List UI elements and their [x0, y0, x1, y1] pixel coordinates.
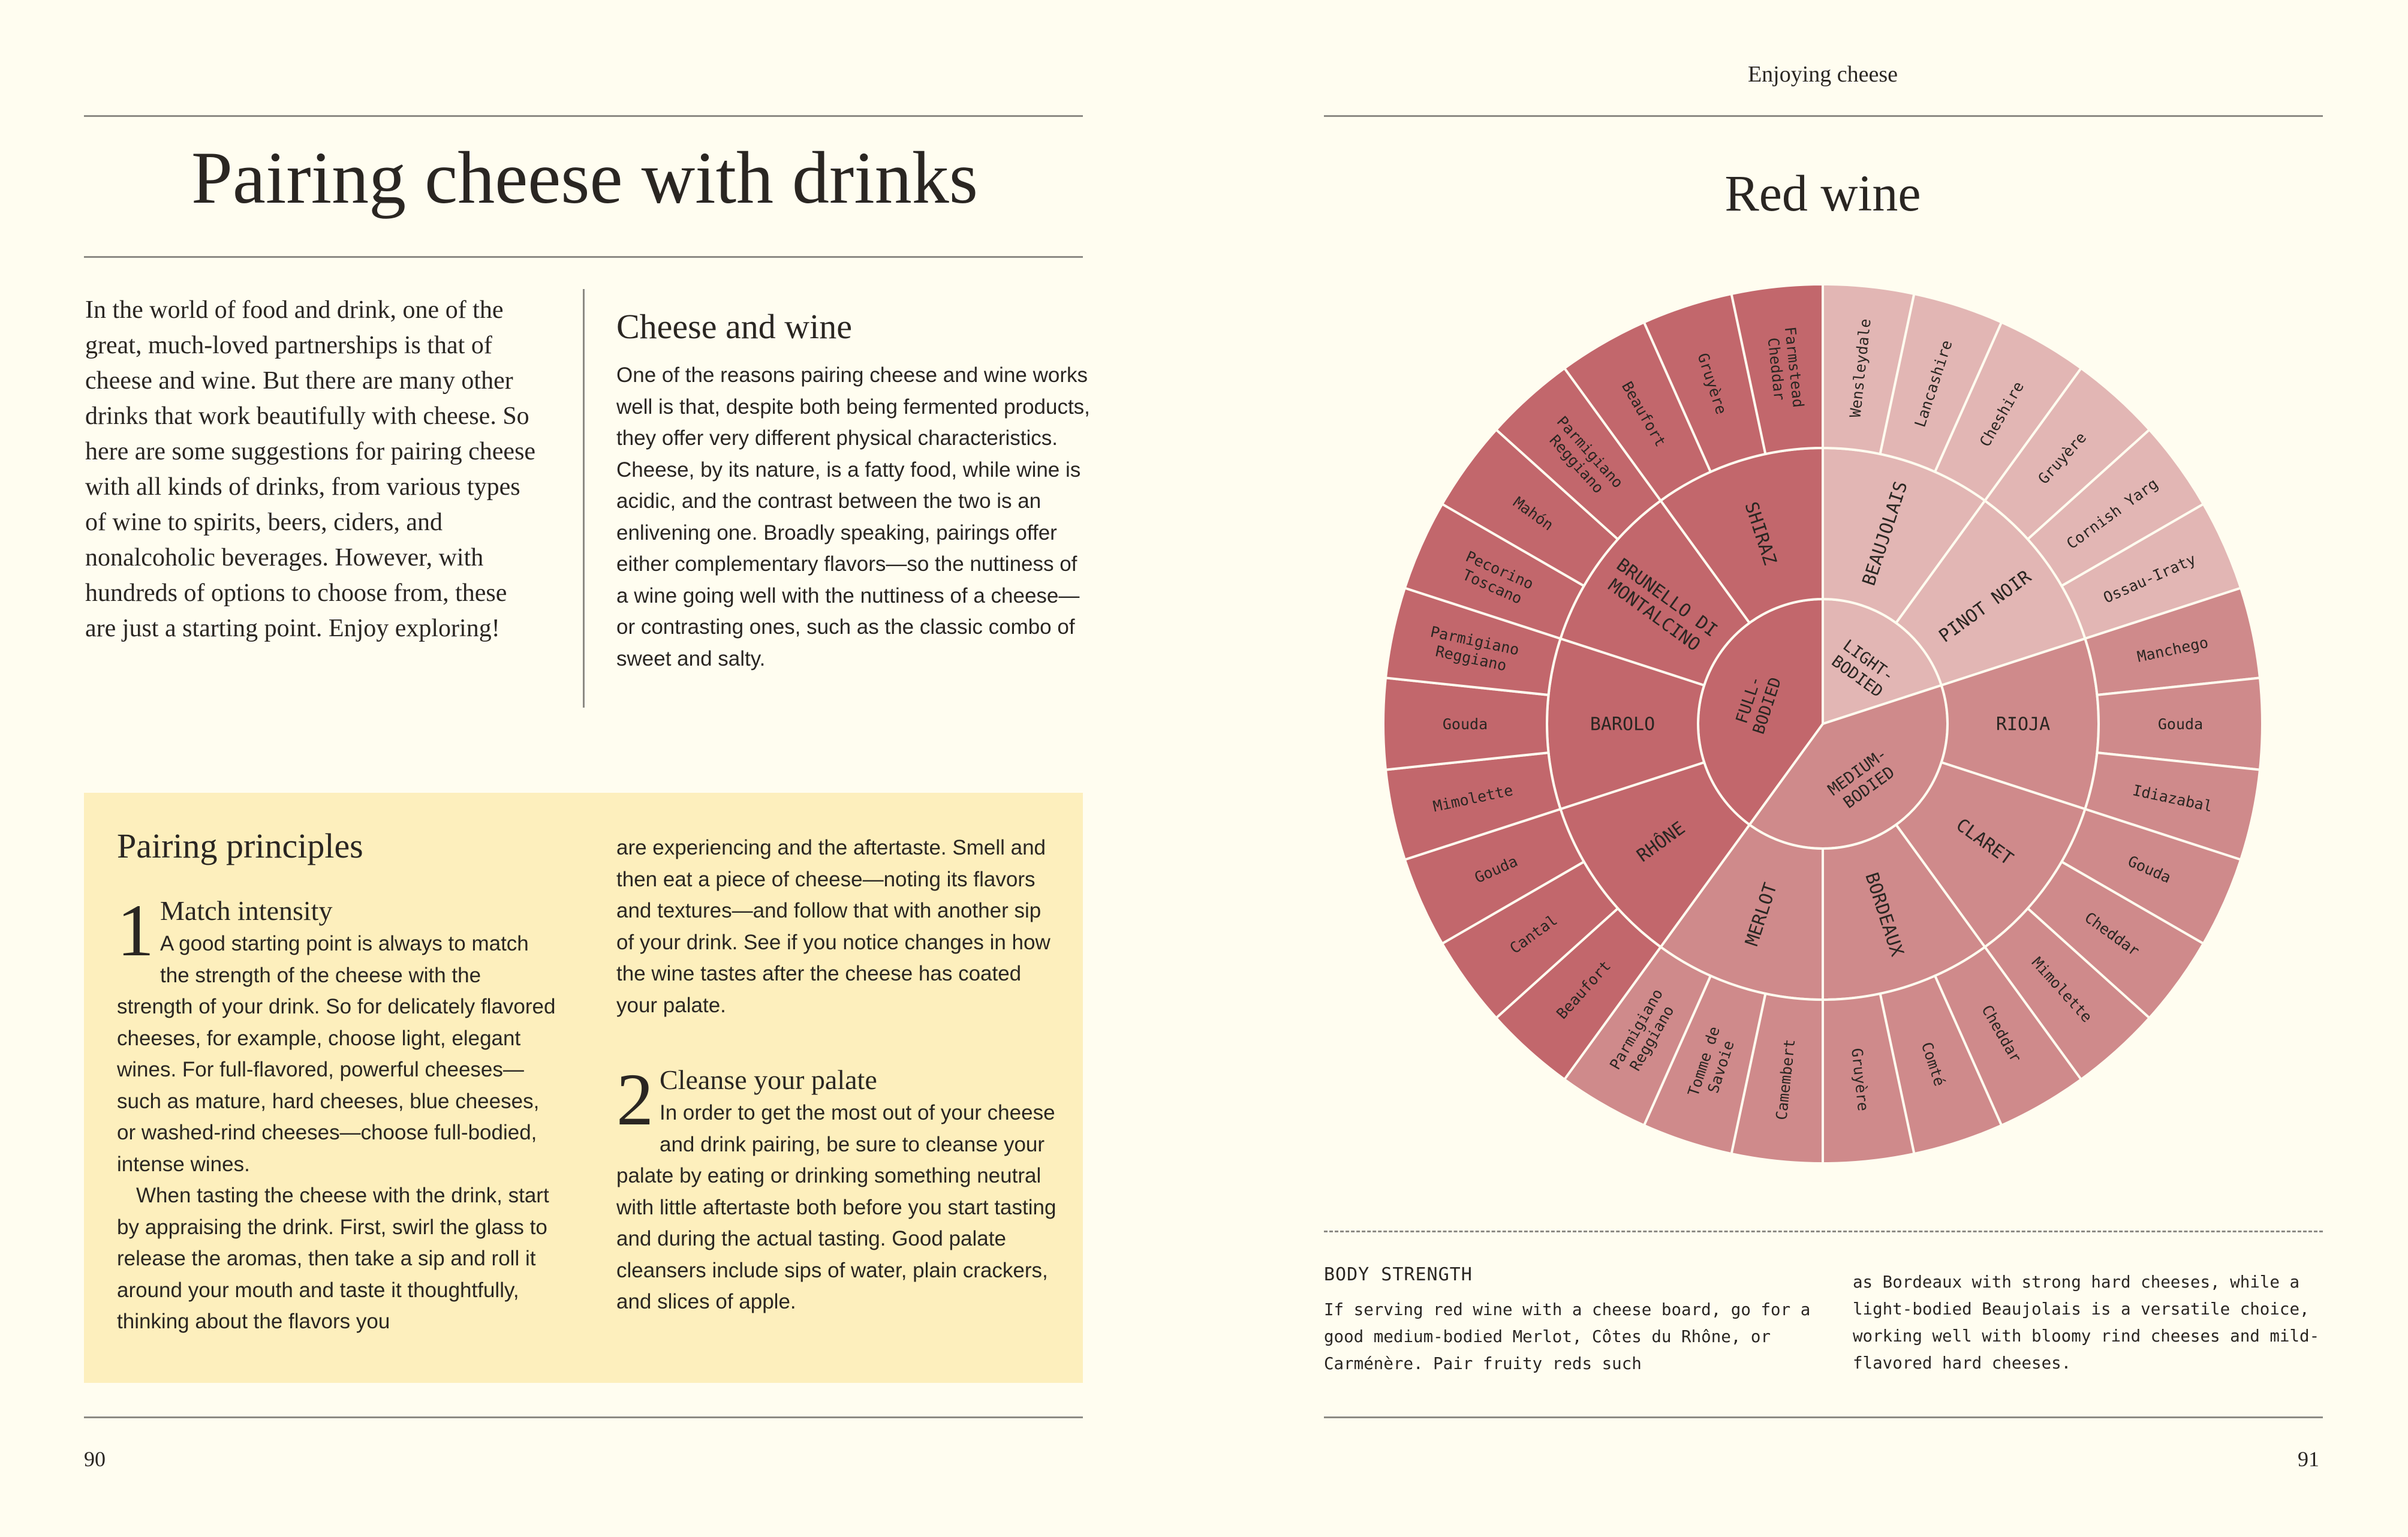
cheese-and-wine-heading: Cheese and wine — [616, 307, 852, 346]
wine-label-rioja: RIOJA — [1996, 714, 2050, 735]
step-1: 1 Match intensity A good starting point … — [117, 894, 561, 1338]
bottom-rule-left — [84, 1416, 1083, 1418]
step-1-body: A good starting point is always to match… — [117, 932, 556, 1176]
page-number-left: 90 — [84, 1447, 106, 1471]
dashed-separator — [1324, 1231, 2323, 1232]
top-rule-left — [84, 115, 1083, 117]
column-divider — [583, 289, 585, 708]
step-1-continued: are experiencing and the aftertaste. Sme… — [616, 836, 1051, 1017]
body-strength-col-2: as Bordeaux with strong hard cheeses, wh… — [1853, 1273, 2320, 1373]
step-1-title: Match intensity — [160, 895, 333, 926]
top-rule-right — [1324, 115, 2323, 117]
step-2-body: In order to get the most out of your che… — [616, 1101, 1056, 1313]
cheese-label-gouda: Gouda — [1443, 715, 1488, 733]
title-rule — [84, 256, 1083, 258]
wine-label-barolo: BAROLO — [1590, 714, 1655, 735]
step-1-number: 1 — [117, 889, 154, 971]
body-strength-heading: BODY STRENGTH — [1324, 1264, 1473, 1285]
red-wine-title: Red wine — [1724, 164, 1921, 222]
cheese-label-gouda: Gouda — [2158, 715, 2203, 733]
step-2-title: Cleanse your palate — [660, 1064, 877, 1095]
running-head: Enjoying cheese — [1747, 62, 1898, 87]
cheese-and-wine-body: One of the reasons pairing cheese and wi… — [616, 363, 1090, 670]
page-title: Pairing cheese with drinks — [191, 137, 979, 219]
bottom-rule-right — [1324, 1416, 2323, 1418]
body-strength-col-1: If serving red wine with a cheese board,… — [1324, 1300, 1811, 1373]
cheese-wedge-farmstead-cheddar — [1730, 282, 1824, 456]
pairing-principles-heading: Pairing principles — [117, 826, 363, 865]
red-wine-pairing-wheel: Wensleydale Lancashire CheshireBEAUJOLAISG… — [1382, 282, 2263, 1165]
step-2: 2 Cleanse your palate In order to get th… — [616, 1063, 1066, 1318]
pairing-principles-box: Pairing principles 1 Match intensity A g… — [84, 793, 1083, 1383]
step-2-number: 2 — [616, 1058, 654, 1141]
page-number-right: 91 — [2298, 1447, 2319, 1471]
intro-text: In the world of food and drink, one of t… — [85, 296, 536, 642]
step-1-body-2: When tasting the cheese with the drink, … — [117, 1184, 549, 1333]
